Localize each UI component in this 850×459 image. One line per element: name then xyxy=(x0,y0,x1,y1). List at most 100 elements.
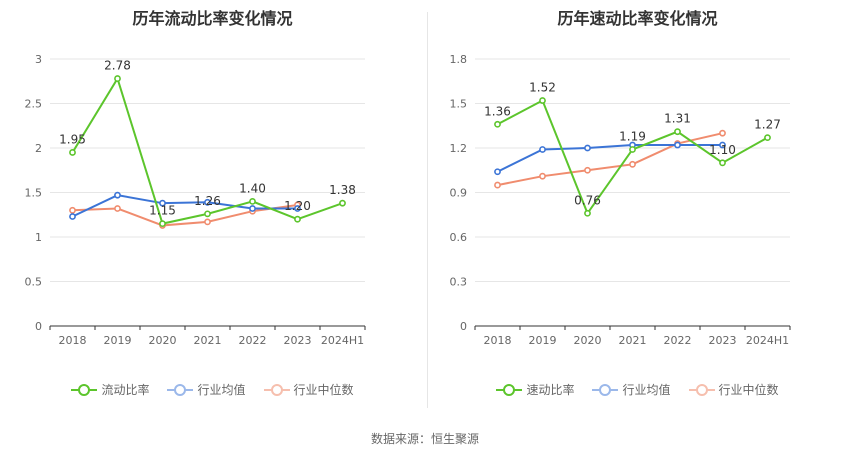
data-point xyxy=(159,220,166,228)
x-tick-label: 2023 xyxy=(284,334,312,347)
quick-ratio-chart-panel: 历年速动比率变化情况 0 0.3 0.6 0.9 1.2 1.5 1.8 2018 2019 20… xyxy=(425,0,850,410)
legend-label: 流动比率 xyxy=(101,383,150,397)
data-label: 1.95 xyxy=(59,132,86,146)
y-tick-label: 0 xyxy=(35,320,42,333)
data-point xyxy=(584,209,591,217)
data-point xyxy=(719,141,726,149)
x-tick-label: 2020 xyxy=(574,334,602,347)
data-point xyxy=(719,129,726,137)
x-tick-label: 2019 xyxy=(529,334,557,347)
x-tick-label: 2018 xyxy=(59,334,87,347)
data-point xyxy=(249,205,256,212)
legend-label: 行业中位数 xyxy=(718,383,779,397)
data-point xyxy=(539,97,546,104)
y-tick-label: 1.5 xyxy=(450,98,468,111)
data-point xyxy=(584,166,591,174)
legend-line-icon xyxy=(688,383,715,397)
x-tick-label: 2019 xyxy=(104,334,132,347)
data-point xyxy=(494,168,501,176)
legend-line-icon xyxy=(167,383,194,397)
legend-line-icon xyxy=(592,383,619,397)
data-point xyxy=(584,144,591,152)
data-point xyxy=(69,213,76,220)
legend-label: 行业均值 xyxy=(197,383,246,397)
data-point xyxy=(539,146,546,153)
y-tick-label: 0 xyxy=(460,320,467,333)
legend-item-current-ratio[interactable]: 流动比率 xyxy=(71,381,149,398)
current-ratio-plot: 0 0.5 1 1.5 2 2.5 3 2018 2019 2020 2021 2022 2023 202… xyxy=(25,53,366,347)
quick-ratio-chart-title: 历年速动比率变化情况 xyxy=(557,9,718,28)
data-label: 1.52 xyxy=(529,81,556,95)
y-tick-label: 0.9 xyxy=(450,187,468,200)
series-line xyxy=(72,194,298,218)
legend-item-quick-ratio[interactable]: 速动比率 xyxy=(496,381,574,398)
y-tick-label: 3 xyxy=(35,53,42,66)
data-point xyxy=(249,197,256,205)
data-point xyxy=(629,160,636,168)
legend-line-icon xyxy=(71,383,98,397)
legend-label: 行业中位数 xyxy=(293,383,354,397)
data-point xyxy=(294,205,301,212)
data-source-note: 数据来源：恒生聚源 xyxy=(370,432,479,446)
series-line xyxy=(497,99,768,216)
current-ratio-legend[interactable]: 流动比率 行业均值 行业中位数 xyxy=(0,381,425,398)
data-point xyxy=(294,215,301,223)
y-tick-label: 0.5 xyxy=(25,276,43,289)
data-point xyxy=(204,210,211,218)
data-label: 1.31 xyxy=(664,112,691,126)
data-label: 1.20 xyxy=(284,199,311,213)
data-point xyxy=(764,134,771,142)
legend-line-icon xyxy=(496,383,523,397)
series-line xyxy=(72,203,298,227)
y-tick-label: 1.2 xyxy=(450,142,468,155)
quick-ratio-legend[interactable]: 速动比率 行业均值 行业中位数 xyxy=(425,381,850,398)
y-tick-label: 2 xyxy=(35,142,42,155)
data-label: 1.15 xyxy=(149,204,176,218)
legend-label: 速动比率 xyxy=(526,383,575,397)
x-tick-label: 2023 xyxy=(709,334,737,347)
data-point xyxy=(494,181,501,189)
data-point xyxy=(69,149,76,156)
x-tick-label: 2021 xyxy=(619,334,647,347)
data-point xyxy=(114,205,121,212)
data-point xyxy=(629,146,636,153)
x-tick-label: 2024H1 xyxy=(746,334,789,347)
series-line xyxy=(497,132,723,187)
quick-ratio-plot: 0 0.3 0.6 0.9 1.2 1.5 1.8 2018 2019 2020 2021 2022 2… xyxy=(450,53,791,347)
data-point xyxy=(204,218,211,226)
y-tick-label: 2.5 xyxy=(25,98,43,111)
legend-item-industry-average[interactable]: 行业均值 xyxy=(167,381,246,398)
y-tick-label: 0.6 xyxy=(450,231,468,244)
legend-item-industry-average[interactable]: 行业均值 xyxy=(592,381,671,398)
x-tick-label: 2020 xyxy=(149,334,177,347)
current-ratio-chart-title: 历年流动比率变化情况 xyxy=(132,9,293,28)
y-tick-label: 0.3 xyxy=(450,276,468,289)
x-tick-label: 2022 xyxy=(239,334,267,347)
data-label: 1.40 xyxy=(239,181,266,195)
current-ratio-chart-panel: 历年流动比率变化情况 0 0.5 1 1.5 2 2.5 3 2018 2019 2020 2021… xyxy=(0,0,425,410)
y-tick-label: 1.5 xyxy=(25,187,43,200)
data-point xyxy=(719,159,726,167)
data-label: 1.38 xyxy=(329,183,356,197)
data-label: 1.19 xyxy=(619,129,646,143)
data-label: 1.36 xyxy=(484,104,511,118)
legend-item-industry-median[interactable]: 行业中位数 xyxy=(688,381,779,398)
data-point xyxy=(114,191,121,199)
data-point xyxy=(69,206,76,214)
series-line xyxy=(497,144,723,173)
data-label: 1.26 xyxy=(194,194,221,208)
data-label: 1.10 xyxy=(709,143,736,157)
panel-divider xyxy=(427,12,428,408)
x-tick-label: 2022 xyxy=(664,334,692,347)
data-point xyxy=(204,198,211,206)
legend-item-industry-median[interactable]: 行业中位数 xyxy=(263,381,354,398)
data-point xyxy=(539,172,546,180)
data-label: 2.78 xyxy=(104,59,131,73)
legend-line-icon xyxy=(263,383,290,397)
y-tick-label: 1.8 xyxy=(450,53,468,66)
data-label: 1.27 xyxy=(754,118,781,132)
data-label: 0.76 xyxy=(574,193,601,207)
y-tick-label: 1 xyxy=(35,231,42,244)
x-tick-label: 2024H1 xyxy=(321,334,364,347)
data-point xyxy=(159,199,166,207)
